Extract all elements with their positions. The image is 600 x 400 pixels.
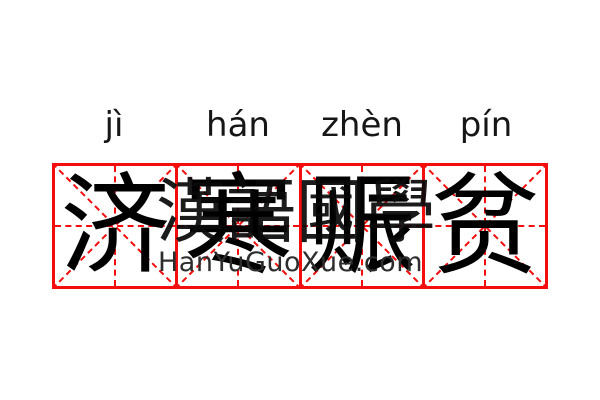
hanzi-character-2: 寒: [183, 166, 294, 286]
watermark-site-url: HanYuGuoXue.com: [158, 247, 423, 278]
grid-center-horizontal-line: [178, 225, 299, 227]
character-grid: 济 寒 赈 贫: [52, 163, 548, 289]
mizige-box-3: 赈: [301, 166, 425, 286]
grid-center-horizontal-line: [55, 225, 176, 227]
grid-center-horizontal-line: [424, 225, 545, 227]
pinyin-syllable-2: hán: [206, 105, 270, 145]
pinyin-syllable-4: pín: [459, 105, 513, 145]
hanzi-character-3: 赈: [306, 166, 417, 286]
grid-center-horizontal-line: [301, 225, 422, 227]
hanzi-character-4: 贫: [429, 166, 540, 286]
mizige-box-4: 贫: [424, 166, 545, 286]
mizige-box-2: 寒: [178, 166, 302, 286]
mizige-box-1: 济: [55, 166, 179, 286]
hanzi-character-1: 济: [60, 166, 171, 286]
watermark-hanzi: 漢語國學: [156, 171, 436, 253]
pinyin-row: jì hán zhèn pín: [52, 104, 548, 146]
pinyin-syllable-1: jì: [104, 105, 124, 145]
pinyin-syllable-3: zhèn: [321, 105, 403, 145]
